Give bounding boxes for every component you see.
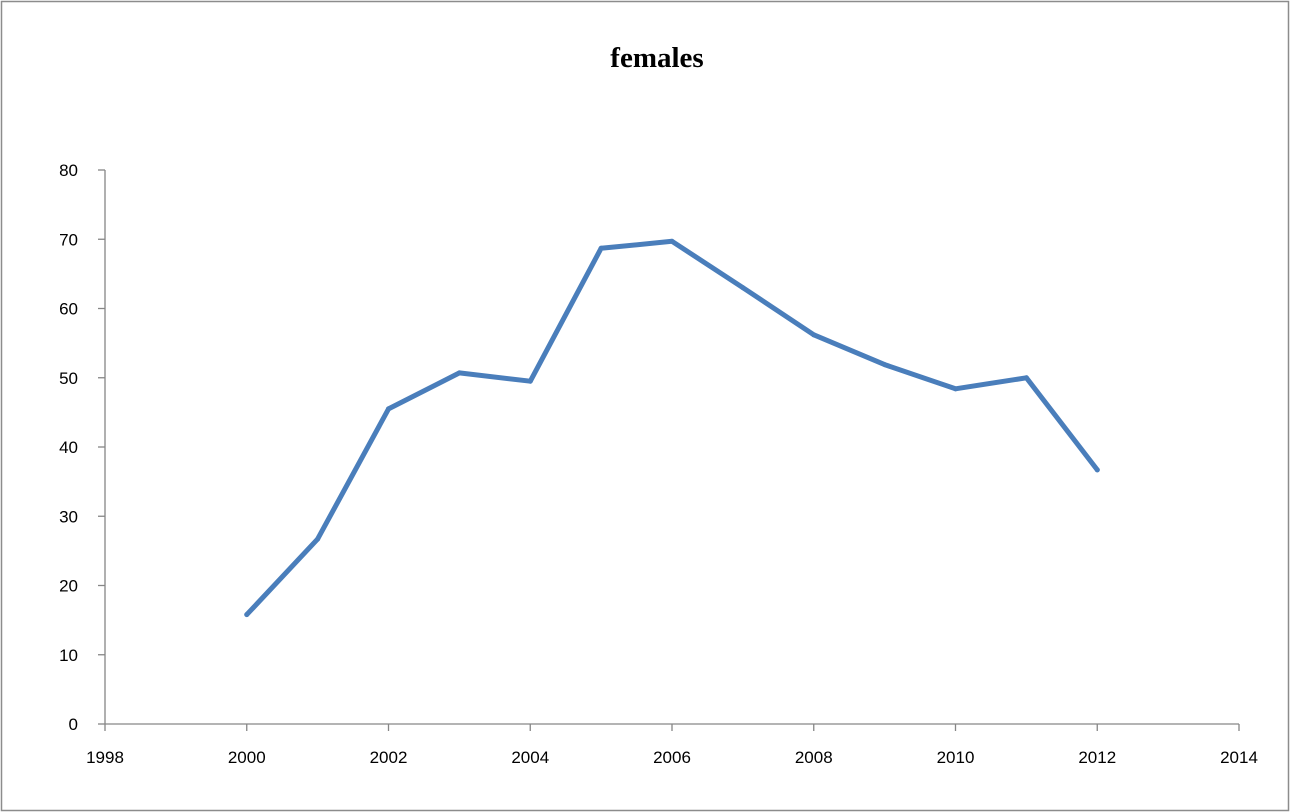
x-tick-label: 1998 (86, 748, 124, 767)
y-tick-label: 0 (69, 715, 78, 734)
data-point (598, 245, 604, 251)
x-tick-label: 2012 (1078, 748, 1116, 767)
x-tick-label: 2002 (370, 748, 408, 767)
x-tick-label: 2000 (228, 748, 266, 767)
x-axis-ticks: 1998 2000 2002 2004 2006 2008 2010 2012 2014 (86, 724, 1258, 767)
data-point (315, 536, 321, 542)
data-point (1023, 375, 1029, 381)
y-tick-label: 60 (59, 300, 78, 319)
y-axis-ticks: 0 10 20 30 40 50 60 70 80 (59, 161, 105, 734)
data-point (953, 386, 958, 392)
x-tick-label: 2006 (653, 748, 691, 767)
x-tick-label: 2014 (1220, 748, 1258, 767)
y-tick-label: 70 (59, 230, 78, 249)
data-point (456, 370, 462, 376)
x-tick-label: 2004 (511, 748, 549, 767)
x-tick-label: 2010 (937, 748, 975, 767)
data-point (527, 378, 533, 384)
y-tick-label: 20 (59, 577, 78, 596)
data-point (740, 285, 746, 291)
chart-title: females (610, 42, 703, 74)
data-point (386, 406, 391, 412)
data-point (244, 612, 250, 618)
y-tick-label: 30 (59, 507, 78, 526)
y-tick-label: 50 (59, 369, 78, 388)
y-tick-label: 80 (59, 161, 78, 180)
data-point (669, 238, 675, 244)
data-point (1094, 467, 1100, 473)
y-tick-label: 10 (59, 646, 78, 665)
series-layer (244, 238, 1100, 618)
data-point (882, 362, 888, 368)
x-tick-label: 2008 (795, 748, 833, 767)
data-point (811, 332, 817, 338)
y-tick-label: 40 (59, 438, 78, 457)
